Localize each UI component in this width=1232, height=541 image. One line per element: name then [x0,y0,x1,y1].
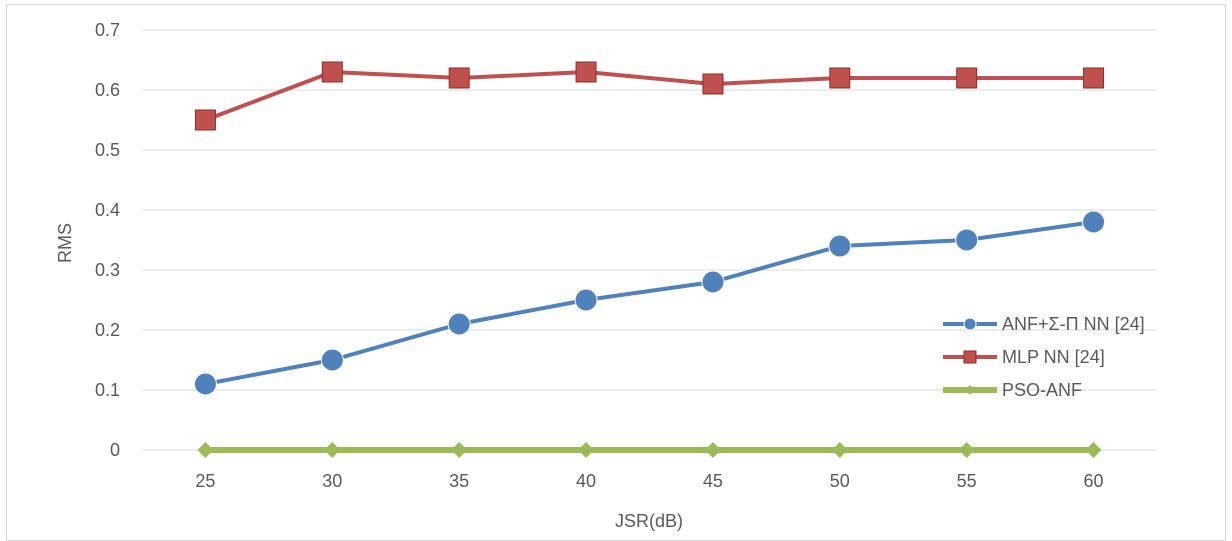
data-point [828,234,852,258]
series-1 [194,61,1105,131]
y-tick-label: 0.7 [95,20,120,40]
x-tick-label: 25 [195,471,215,491]
y-axis-title: RMS [55,223,75,263]
legend-entry-2: PSO-ANF [943,380,1082,400]
data-point [321,61,343,83]
x-tick-label: 40 [576,471,596,491]
x-tick-label: 35 [449,471,469,491]
data-point [958,442,975,458]
data-point [1082,210,1106,234]
x-axis-title: JSR(dB) [615,511,683,531]
x-tick-label: 60 [1084,471,1104,491]
data-point [831,442,848,458]
data-point [575,61,597,83]
y-tick-label: 0.1 [95,380,120,400]
y-tick-label: 0 [110,440,120,460]
x-tick-label: 45 [703,471,723,491]
legend-label: PSO-ANF [1002,380,1082,400]
legend: ANF+Σ-Π NN [24] MLP NN [24] PSO-ANF [943,314,1145,400]
data-point [320,348,344,372]
x-tick-label: 50 [830,471,850,491]
x-tick-label: 55 [957,471,977,491]
y-tick-label: 0.5 [95,140,120,160]
x-tick-labels: 25 30 35 40 45 50 55 60 [195,471,1103,491]
series [193,61,1106,458]
data-point [956,67,978,89]
legend-marker [963,350,977,364]
y-tick-label: 0.3 [95,260,120,280]
data-point [955,228,979,252]
data-point [574,288,598,312]
y-tick-label: 0.2 [95,320,120,340]
legend-entry-1: MLP NN [24] [943,347,1105,367]
y-tick-label: 0.4 [95,200,120,220]
data-point [1085,442,1102,458]
data-point [702,73,724,95]
y-tick-label: 0.6 [95,80,120,100]
legend-label: ANF+Σ-Π NN [24] [1002,314,1145,334]
data-point [701,270,725,294]
series-line [204,70,1094,122]
data-point [1083,67,1105,89]
legend-marker [963,317,977,331]
series-2 [197,442,1102,458]
data-point [578,442,595,458]
x-tick-label: 30 [322,471,342,491]
data-point [448,67,470,89]
gridlines [142,29,1157,451]
data-point [194,109,216,131]
data-point [197,442,214,458]
legend-entry-0: ANF+Σ-Π NN [24] [943,314,1145,334]
data-point [324,442,341,458]
y-tick-labels: 0 0.1 0.2 0.3 0.4 0.5 0.6 0.7 [95,20,120,460]
legend-label: MLP NN [24] [1002,347,1105,367]
data-point [829,67,851,89]
data-point [447,312,471,336]
chart-frame [6,4,1226,541]
legend-marker [965,385,975,395]
series-line [205,220,1094,386]
data-point [451,442,468,458]
series-0 [193,210,1106,396]
data-point [193,372,217,396]
data-point [704,442,721,458]
